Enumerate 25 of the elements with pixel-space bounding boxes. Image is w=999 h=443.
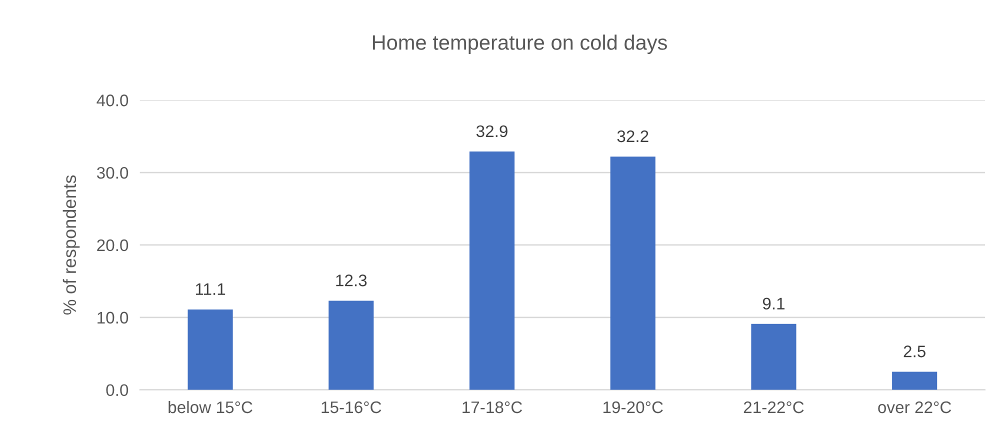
x-tick-label: below 15°C bbox=[168, 400, 252, 414]
x-tick-label: 19-20°C bbox=[603, 401, 663, 414]
y-tick-label: 10.0 bbox=[98, 312, 128, 324]
x-tick-label: 15-16°C bbox=[322, 401, 382, 414]
y-tick-label: 40.0 bbox=[96, 94, 128, 106]
data-label: 9.1 bbox=[762, 298, 784, 310]
chart-title: Home temperature on cold days bbox=[372, 34, 667, 54]
data-label: 12.3 bbox=[336, 274, 367, 286]
data-label: 32.9 bbox=[476, 125, 508, 138]
y-tick-label: 20.0 bbox=[97, 239, 128, 252]
data-label: 2.5 bbox=[904, 346, 926, 358]
bar bbox=[469, 152, 515, 390]
bar bbox=[328, 300, 374, 390]
y-tick-label: 0.0 bbox=[106, 384, 128, 396]
bar bbox=[188, 309, 233, 390]
y-tick-label: 30.0 bbox=[96, 166, 128, 179]
bar bbox=[610, 156, 656, 390]
data-label: 32.2 bbox=[617, 130, 648, 142]
y-axis-title: % of respondents bbox=[62, 175, 80, 315]
bar bbox=[751, 324, 796, 390]
x-tick-label: 17-18°C bbox=[462, 401, 522, 414]
bar bbox=[892, 372, 938, 390]
x-tick-label: over 22°C bbox=[878, 401, 952, 414]
x-tick-label: 21-22°C bbox=[744, 401, 804, 414]
data-label: 11.1 bbox=[196, 283, 226, 295]
